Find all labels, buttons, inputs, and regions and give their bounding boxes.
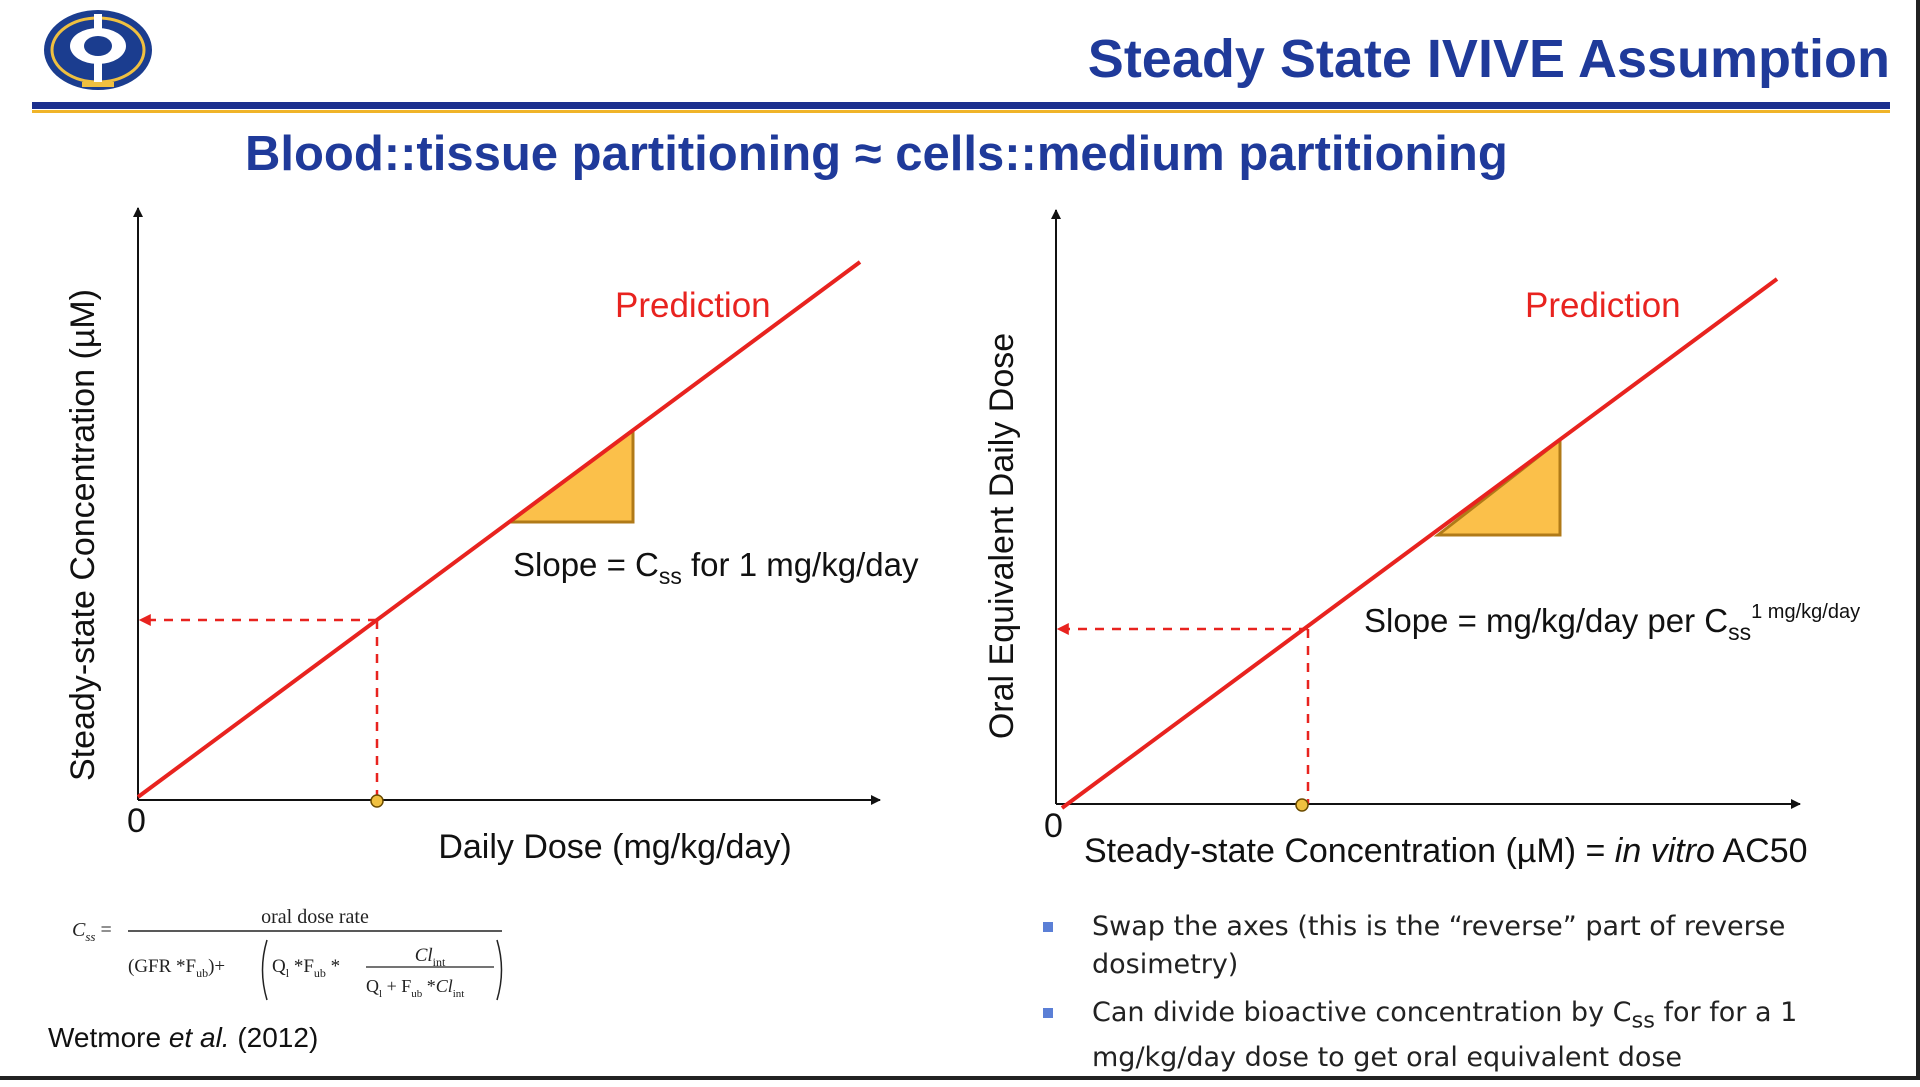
left-origin-label: 0 (127, 802, 146, 840)
formula-denominator-term1: (GFR *Fub)+ (128, 956, 225, 980)
left-y-axis-title: Steady-state Concentration (µM) (64, 289, 102, 781)
organization-seal-icon (44, 10, 152, 90)
left-plot: 0 Daily Dose (mg/kg/day) Steady-state Co… (64, 207, 919, 866)
bullet-item: Can divide bioactive concentration by Cs… (1040, 994, 1910, 1077)
formula-numerator: oral dose rate (261, 906, 369, 928)
square-bullet-icon (1043, 1008, 1053, 1018)
frame-border-bottom (0, 1076, 1920, 1080)
css-formula-graphic: Css = oral dose rate (GFR *Fub)+ Ql *Fub… (72, 906, 503, 1001)
formula-hepatic-term: Ql *Fub * (272, 956, 340, 980)
left-x-axis-title: Daily Dose (mg/kg/day) (438, 828, 791, 866)
right-plot: 0 Steady-state Concentration (µM) = in v… (983, 209, 1860, 870)
title-divider-accent (32, 110, 1890, 113)
left-slope-label: Slope = Css for 1 mg/kg/day (513, 546, 919, 589)
right-prediction-line (1060, 277, 1779, 810)
page-title: Steady State IVIVE Assumption (1087, 29, 1890, 89)
right-origin-label: 0 (1044, 807, 1063, 845)
title-divider (32, 102, 1890, 109)
bullet-item: Swap the axes (this is the “reverse” par… (1040, 908, 1910, 984)
formula-inner-denominator: Ql + Fub *Clint (366, 976, 464, 1000)
organization-logo (42, 6, 154, 94)
right-concentration-point (1295, 798, 1309, 812)
bullet-list: Swap the axes (this is the “reverse” par… (1040, 908, 1910, 1087)
frame-border-right (1916, 0, 1920, 1080)
slide-subtitle: Blood::tissue partitioning ≈ cells::medi… (245, 127, 1508, 181)
right-x-axis-title: Steady-state Concentration (µM) = in vit… (1084, 832, 1808, 870)
left-prediction-line (136, 260, 862, 799)
right-slope-label: Slope = mg/kg/day per Css1 mg/kg/day (1364, 601, 1860, 645)
formula-inner-numerator: Clint (415, 945, 446, 969)
citation: Wetmore et al. (2012) (48, 1022, 319, 1053)
css-formula: Css = oral dose rate (GFR *Fub)+ Ql *Fub… (70, 900, 520, 1010)
right-prediction-label: Prediction (1525, 286, 1681, 325)
formula-lhs: Css = (72, 919, 112, 944)
square-bullet-icon (1043, 922, 1053, 932)
right-y-axis-title: Oral Equivalent Daily Dose (983, 333, 1021, 739)
left-prediction-label: Prediction (615, 286, 771, 325)
left-dose-point (370, 794, 384, 808)
